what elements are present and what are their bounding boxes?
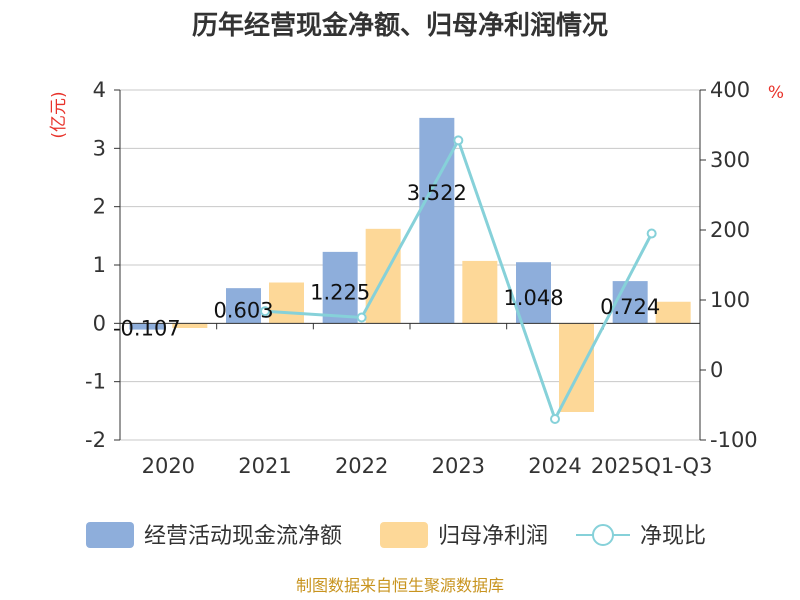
ratio-point	[356, 312, 367, 323]
data-label-cashflow: 1.225	[310, 281, 370, 305]
right-tick-label: -100	[710, 428, 758, 452]
x-tick-label: 2024	[528, 454, 581, 478]
left-tick-label: -1	[85, 370, 106, 394]
legend-swatch-cashflow	[86, 522, 134, 548]
bar-cashflow	[322, 251, 358, 324]
bar-cashflow	[419, 117, 455, 324]
x-tick-label: 2020	[142, 454, 195, 478]
right-axis-unit: %	[768, 83, 784, 103]
bar-cashflow	[516, 262, 551, 324]
ratio-point	[646, 228, 657, 239]
left-tick-label: 3	[93, 136, 106, 160]
data-label-cashflow: -0.107	[113, 316, 181, 340]
left-tick-label: -2	[85, 428, 106, 452]
chart-title: 历年经营现金净额、归母净利润情况	[192, 10, 608, 41]
source-note: 制图数据来自恒生聚源数据库	[296, 576, 504, 595]
right-tick-label: 300	[710, 148, 750, 172]
legend-swatch-profit	[380, 522, 428, 548]
legend: 经营活动现金流净额 归母净利润 净现比	[86, 522, 706, 549]
x-tick-label: 2025Q1-Q3	[591, 454, 713, 478]
bar-profit	[172, 323, 208, 328]
right-tick-label: 100	[710, 288, 750, 312]
data-label-cashflow: 0.603	[213, 299, 273, 323]
bar-cashflow	[612, 281, 648, 324]
left-tick-label: 1	[93, 253, 106, 277]
right-tick-label: 400	[710, 78, 750, 102]
ratio-line	[260, 135, 657, 424]
bar-profit	[269, 282, 304, 324]
data-label-cashflow: 3.522	[407, 181, 467, 205]
bar-cashflow	[226, 288, 261, 324]
left-tick-label: 2	[93, 195, 106, 219]
legend-marker-ratio	[592, 524, 614, 546]
legend-label-profit: 归母净利润	[438, 524, 548, 549]
left-axis-unit: (亿元)	[49, 91, 69, 138]
ratio-point	[260, 306, 270, 317]
gridlines	[120, 89, 700, 441]
bar-profit	[655, 301, 691, 324]
data-label-cashflow: 0.724	[600, 295, 660, 319]
legend-label-cashflow: 经营活动现金流净额	[144, 524, 342, 549]
left-tick-label: 4	[93, 78, 106, 102]
ratio-point	[550, 414, 560, 424]
legend-label-ratio: 净现比	[640, 524, 706, 549]
bar-profit	[462, 260, 498, 324]
x-tick-label: 2023	[432, 454, 485, 478]
ratio-point	[453, 135, 464, 146]
x-tick-label: 2022	[335, 454, 388, 478]
bar-cashflow	[129, 323, 165, 330]
data-labels: -0.107 0.603 1.225 3.522 1.048 0.724	[113, 181, 660, 340]
data-label-cashflow: 1.048	[503, 286, 563, 310]
tick-labels: 4 3 2 1 0 -1 -2 400 300 200 100 0 -100 2020 2021 2022 20…	[85, 78, 758, 478]
right-tick-label: 0	[710, 358, 723, 382]
right-tick-label: 200	[710, 218, 750, 242]
left-tick-label: 0	[93, 311, 106, 335]
bars	[129, 117, 691, 412]
x-tick-label: 2021	[238, 454, 291, 478]
